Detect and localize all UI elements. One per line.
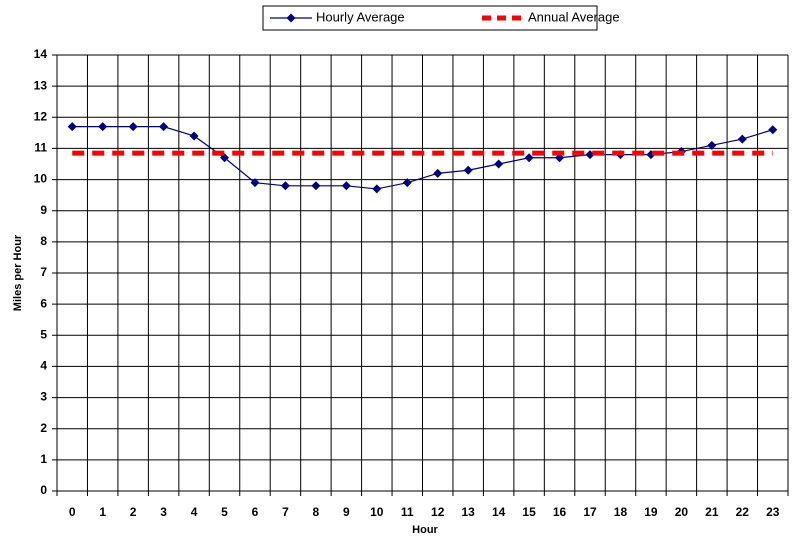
marker bbox=[189, 131, 199, 141]
marker bbox=[250, 178, 260, 188]
legend-box bbox=[262, 5, 598, 31]
y-tick-label: 7 bbox=[40, 265, 47, 279]
x-tick-label: 11 bbox=[401, 505, 414, 519]
y-axis-title: Miles per Hour bbox=[12, 234, 24, 311]
y-tick-label: 9 bbox=[40, 203, 47, 217]
marker bbox=[67, 122, 77, 132]
x-tick-label: 2 bbox=[130, 505, 137, 519]
x-tick-label: 18 bbox=[614, 505, 628, 519]
marker bbox=[98, 122, 108, 132]
marker bbox=[433, 168, 443, 178]
x-tick-label: 0 bbox=[69, 505, 76, 519]
x-tick-label: 21 bbox=[705, 505, 719, 519]
y-tick-label: 4 bbox=[40, 359, 47, 373]
y-tick-label: 6 bbox=[40, 296, 47, 310]
x-tick-label: 12 bbox=[431, 505, 445, 519]
x-tick-label: 17 bbox=[583, 505, 597, 519]
x-tick-label: 15 bbox=[522, 505, 536, 519]
y-tick-label: 0 bbox=[40, 483, 47, 497]
marker bbox=[524, 153, 534, 163]
marker bbox=[768, 125, 778, 135]
x-tick-label: 3 bbox=[160, 505, 167, 519]
x-tick-label: 8 bbox=[313, 505, 320, 519]
x-tick-label: 22 bbox=[736, 505, 750, 519]
x-tick-label: 23 bbox=[766, 505, 780, 519]
x-tick-label: 20 bbox=[675, 505, 689, 519]
y-tick-label: 5 bbox=[40, 327, 47, 341]
y-tick-label: 12 bbox=[34, 109, 48, 123]
y-tick-label: 11 bbox=[34, 141, 47, 155]
marker bbox=[707, 140, 717, 150]
marker bbox=[463, 165, 473, 175]
marker bbox=[128, 122, 138, 132]
marker bbox=[311, 181, 321, 191]
y-tick-label: 2 bbox=[40, 421, 47, 435]
x-tick-label: 1 bbox=[99, 505, 106, 519]
marker bbox=[341, 181, 351, 191]
y-tick-label: 1 bbox=[40, 452, 47, 466]
marker bbox=[372, 184, 382, 194]
marker bbox=[737, 134, 747, 144]
x-tick-label: 6 bbox=[252, 505, 259, 519]
marker bbox=[402, 178, 412, 188]
marker bbox=[280, 181, 290, 191]
legend-label: Hourly Average bbox=[316, 9, 405, 24]
legend-marker bbox=[286, 13, 296, 23]
x-tick-label: 5 bbox=[221, 505, 228, 519]
x-tick-label: 13 bbox=[462, 505, 476, 519]
x-tick-label: 19 bbox=[644, 505, 658, 519]
y-tick-label: 3 bbox=[40, 390, 47, 404]
x-tick-label: 16 bbox=[553, 505, 567, 519]
legend-label: Annual Average bbox=[528, 9, 620, 24]
x-tick-label: 14 bbox=[492, 505, 506, 519]
x-tick-label: 4 bbox=[191, 505, 198, 519]
x-tick-label: 9 bbox=[343, 505, 350, 519]
marker bbox=[159, 122, 169, 132]
x-axis-title: Hour bbox=[412, 524, 438, 536]
y-tick-label: 13 bbox=[34, 78, 48, 92]
marker bbox=[494, 159, 504, 169]
x-tick-label: 7 bbox=[282, 505, 289, 519]
y-tick-label: 8 bbox=[40, 234, 47, 248]
y-tick-label: 10 bbox=[34, 172, 48, 186]
x-tick-label: 10 bbox=[370, 505, 384, 519]
y-tick-label: 14 bbox=[34, 47, 48, 61]
